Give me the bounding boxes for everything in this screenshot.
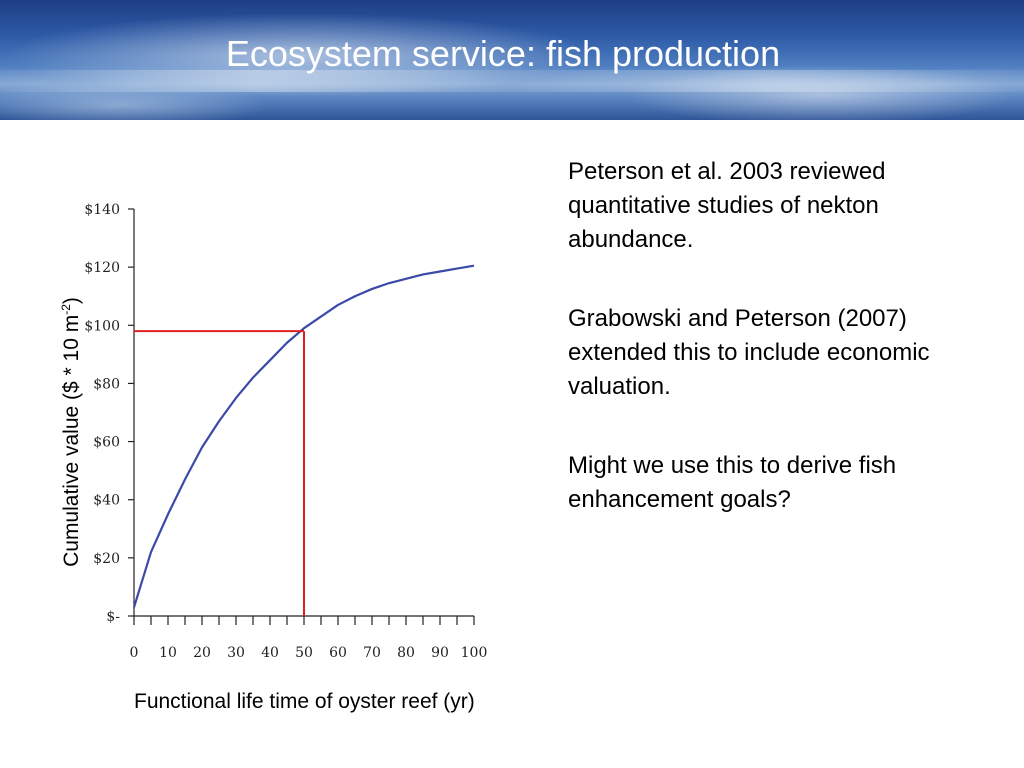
y-tick-label: $120 <box>84 260 120 276</box>
y-axis-label: Cumulative value ($ * 10 m-2) <box>53 252 83 612</box>
x-tick-label: 30 <box>227 645 245 661</box>
y-tick-label: $100 <box>84 318 120 334</box>
x-tick-label: 70 <box>363 645 381 661</box>
y-tick-label: $60 <box>93 435 120 451</box>
x-tick-label: 40 <box>261 645 279 661</box>
y-tick-label: $80 <box>93 376 120 392</box>
y-axis-label-main: Cumulative value ($ * 10 m <box>60 314 83 567</box>
x-tick-label: 10 <box>159 645 177 661</box>
series-line <box>132 264 475 608</box>
y-tick-label: $40 <box>93 493 120 509</box>
notes: Peterson et al. 2003 reviewed quantitati… <box>568 155 1008 562</box>
x-tick-label: 0 <box>130 645 139 661</box>
y-tick-label: $- <box>106 609 120 625</box>
y-axis-label-close: ) <box>60 297 83 305</box>
note-1: Peterson et al. 2003 reviewed quantitati… <box>568 158 886 253</box>
slide-title: Ecosystem service: fish production <box>225 33 781 74</box>
x-axis-label: Functional life time of oyster reef (yr) <box>134 690 475 713</box>
x-tick-label: 100 <box>461 645 488 661</box>
x-tick-label: 80 <box>397 645 415 661</box>
y-tick-label: $140 <box>84 202 120 218</box>
x-tick-label: 50 <box>295 645 313 661</box>
x-tick-label: 90 <box>431 645 449 661</box>
x-tick-label: 60 <box>329 645 347 661</box>
banner-sheen <box>0 70 1024 92</box>
note-3: Might we use this to derive fish enhance… <box>568 452 897 513</box>
y-axis-label-sup: -2 <box>59 304 73 315</box>
note-2: Grabowski and Peterson (2007) extended t… <box>568 305 930 400</box>
y-tick-label: $20 <box>93 551 120 567</box>
x-tick-label: 20 <box>193 645 211 661</box>
title-banner: Ecosystem service: fish production <box>0 0 1024 120</box>
